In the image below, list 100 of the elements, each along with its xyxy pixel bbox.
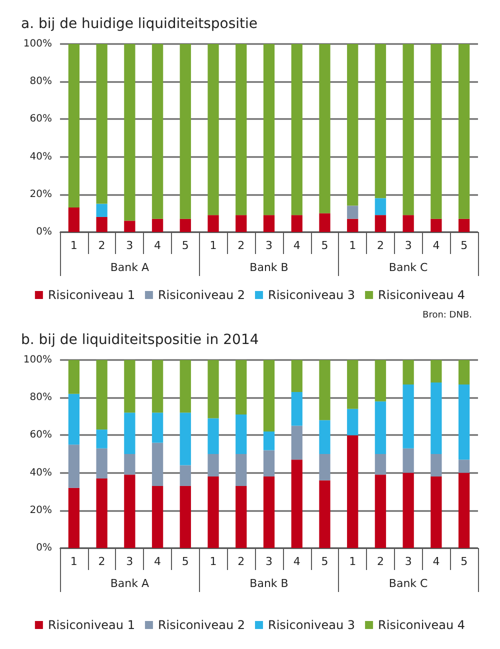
bar [96, 204, 108, 217]
bar [430, 476, 442, 548]
bar [402, 472, 414, 548]
bar [430, 218, 442, 232]
x-tick-label: 5 [321, 555, 328, 568]
bar [68, 208, 80, 232]
bar [236, 414, 247, 454]
bar [236, 215, 247, 232]
bar [68, 44, 80, 208]
bar [208, 360, 219, 418]
x-tick-label: 5 [182, 555, 189, 568]
y-tick-label: 100% [23, 38, 52, 50]
x-tick-label: 3 [266, 239, 272, 252]
bar [291, 426, 302, 460]
bar [374, 44, 386, 198]
x-tick-label: 5 [182, 239, 189, 252]
bar [374, 198, 386, 216]
legend-label: Risiconiveau 1 [48, 288, 135, 302]
text: Bank B [250, 261, 288, 274]
bar [96, 448, 108, 478]
bar [374, 215, 386, 232]
legend-label: Risiconiveau 2 [158, 618, 245, 632]
bar [319, 213, 330, 232]
y-tick-label: 80% [30, 76, 52, 88]
bar [402, 384, 414, 448]
bar [152, 360, 164, 413]
bar [374, 360, 386, 402]
bar [347, 206, 358, 219]
x-tick-label: 4 [432, 239, 440, 252]
bar [402, 360, 414, 384]
bar [152, 486, 164, 548]
bar [430, 382, 442, 454]
bar [430, 44, 442, 219]
legend-label: Risiconiveau 2 [158, 288, 245, 302]
bar [152, 442, 164, 486]
bar [236, 454, 247, 486]
bar [96, 430, 108, 448]
bar [180, 44, 191, 219]
text: Bank A [110, 261, 150, 274]
bar [263, 215, 275, 232]
bar [96, 478, 108, 548]
y-tick-label: 60% [30, 114, 52, 125]
bar [374, 474, 386, 548]
bar [458, 384, 470, 460]
x-tick-label: 5 [460, 555, 468, 568]
x-tick-label: 1 [349, 555, 356, 568]
legend-label: Risiconiveau 3 [268, 618, 356, 632]
x-tick-label: 4 [293, 239, 300, 252]
text: Bron: DNB. [422, 310, 472, 320]
legend-label: Risiconiveau 4 [378, 288, 466, 302]
bar [347, 408, 358, 436]
x-tick-label: 3 [126, 239, 134, 252]
x-tick-label: 3 [266, 555, 272, 568]
bar [347, 44, 358, 206]
y-tick-label: 100% [23, 354, 52, 366]
bar [208, 44, 219, 216]
bar [124, 412, 136, 454]
y-tick-label: 0% [36, 542, 52, 554]
bar [152, 44, 164, 219]
bar [291, 460, 302, 548]
bar [458, 360, 470, 384]
bar [319, 480, 330, 548]
bar [180, 465, 191, 486]
bar [124, 44, 136, 221]
x-tick-label: 4 [432, 555, 440, 568]
bar [347, 360, 358, 409]
bar [180, 486, 191, 548]
text: Bank C [388, 577, 428, 590]
x-tick-label: 2 [98, 555, 106, 568]
x-tick-label: 3 [126, 555, 134, 568]
bar [180, 218, 191, 232]
bar [124, 454, 136, 475]
bar [458, 460, 470, 473]
chart-title: b. bij de liquiditeitspositie in 2014 [21, 332, 259, 348]
y-tick-label: 20% [30, 188, 52, 200]
bar [152, 412, 164, 443]
legend-label: Risiconiveau 3 [268, 288, 356, 302]
x-tick-label: 4 [154, 239, 162, 252]
bar [347, 435, 358, 548]
text: Bank B [250, 577, 288, 590]
y-tick-label: 0% [36, 226, 52, 238]
bar [68, 444, 80, 488]
bar [236, 360, 247, 415]
text: Bank A [110, 577, 150, 590]
x-tick-label: 3 [404, 555, 412, 568]
x-tick-label: 1 [70, 555, 78, 568]
bar [402, 448, 414, 473]
y-tick-label: 20% [30, 504, 52, 516]
bar [319, 420, 330, 454]
bar [124, 474, 136, 548]
bar [236, 486, 247, 548]
bar [291, 44, 302, 216]
bar [263, 431, 275, 450]
bar [263, 360, 275, 432]
x-tick-label: 2 [376, 239, 384, 252]
bar [291, 215, 302, 232]
x-tick-label: 3 [404, 239, 412, 252]
bar [347, 218, 358, 232]
y-tick-label: 40% [30, 467, 52, 478]
bar [208, 215, 219, 232]
